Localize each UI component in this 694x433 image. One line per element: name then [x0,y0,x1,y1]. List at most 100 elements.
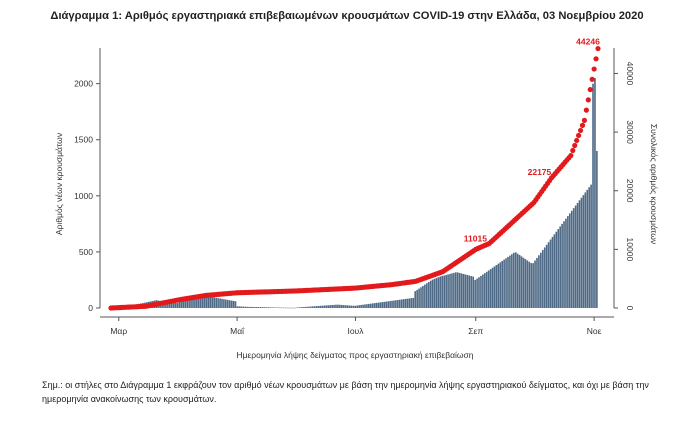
daily-cases-bar [377,302,380,308]
daily-cases-bar [487,270,490,308]
daily-cases-bar [565,218,567,308]
daily-cases-bar [408,298,411,308]
y-right-tick-label: 40000 [625,62,635,86]
daily-cases-bar [398,299,401,308]
daily-cases-bar [530,263,532,308]
cumulative-point [570,147,576,154]
daily-cases-bar [381,302,384,308]
daily-cases-bar [269,307,272,308]
daily-cases-bar [211,297,214,308]
daily-cases-bar [499,262,502,308]
daily-cases-bar [551,236,554,308]
daily-cases-bar [313,306,316,308]
daily-cases-bar [317,305,320,308]
axes: 0500100015002000010000200003000040000Μαρ… [74,48,635,336]
daily-cases-bar [358,305,361,308]
daily-cases-bar [429,280,432,308]
daily-cases-bar [207,296,210,308]
daily-cases-bar [288,307,291,309]
daily-cases-bar [306,306,308,308]
daily-cases-bar [277,307,279,309]
daily-cases-bar [364,304,366,308]
daily-cases-bar [402,299,405,308]
daily-cases-bar [344,305,347,308]
daily-cases-bar [190,296,192,308]
daily-cases-bar [586,189,589,308]
cumulative-point [591,66,597,72]
daily-cases-bar [547,242,550,308]
daily-cases-bar [230,300,233,308]
daily-cases-bar [296,307,299,308]
daily-cases-bar [470,276,473,308]
daily-cases-bar [449,273,451,308]
daily-cases-bar [472,276,475,308]
daily-cases-bar [453,272,455,308]
daily-cases-bar [464,274,467,308]
daily-cases-bar [584,192,587,308]
daily-cases-bar [194,296,196,308]
daily-cases-bar [339,304,341,308]
daily-cases-bar [592,83,594,309]
daily-cases-bar [422,285,424,308]
daily-cases-bar [553,234,556,308]
daily-cases-bar [397,300,399,308]
daily-cases-bar [226,299,229,308]
daily-cases-bar [362,304,364,308]
x-tick-label: Σεπ [468,326,483,336]
daily-cases-bar [354,305,357,308]
daily-cases-bar [375,302,378,308]
daily-cases-bar [480,275,482,308]
cumulative-point [576,132,582,139]
daily-cases-bar [170,302,173,308]
daily-cases-bar [244,306,246,308]
daily-cases-bar [271,307,274,308]
daily-cases-bar [483,273,486,308]
daily-cases-bar [555,231,558,308]
daily-cases-bar [174,302,177,308]
daily-cases-bar [538,255,540,308]
cumulative-point [583,107,589,113]
daily-cases-bar [300,307,303,308]
daily-cases-bar [246,306,248,308]
daily-cases-bar [509,255,511,308]
daily-cases-bar [325,305,328,308]
daily-cases-bar [493,266,496,308]
daily-cases-bar [225,299,227,308]
daily-cases-bar [261,307,264,308]
daily-cases-bar [267,307,270,308]
daily-cases-bar [327,305,330,308]
cumulative-data-label: 44246 [576,37,600,47]
daily-cases-bar [331,305,333,308]
cumulative-point [595,45,601,52]
daily-cases-bar [420,287,422,308]
daily-cases-bar [387,301,389,308]
daily-cases-bar [366,304,368,308]
daily-cases-bar [340,304,343,308]
daily-cases-bar [209,296,212,308]
daily-cases-bar [462,273,465,308]
cumulative-point [585,97,591,103]
daily-cases-bar [460,273,463,308]
daily-cases-bar [252,306,254,308]
daily-cases-bar [240,306,243,308]
daily-cases-bar [424,284,426,308]
daily-cases-bar [427,282,430,308]
daily-cases-bar [590,184,592,308]
daily-cases-bar [389,301,391,308]
x-axis-title: Ημερομηνία λήψης δείγματος προς εργαστηρ… [236,350,473,360]
daily-cases-bar [255,307,258,308]
daily-cases-bar [518,255,521,308]
daily-cases-bar [281,307,283,309]
daily-cases-bar [416,289,418,308]
daily-cases-bar [588,187,590,308]
daily-cases-bar [373,303,376,308]
daily-cases-bar [213,297,216,308]
daily-cases-bar [308,306,310,308]
daily-cases-bar [168,302,171,308]
daily-cases-bar [265,307,268,308]
daily-cases-bar [400,299,403,308]
daily-cases-bar [491,267,494,308]
daily-cases-bar [385,301,388,308]
cumulative-point [577,127,584,134]
daily-cases-bar [418,288,420,308]
